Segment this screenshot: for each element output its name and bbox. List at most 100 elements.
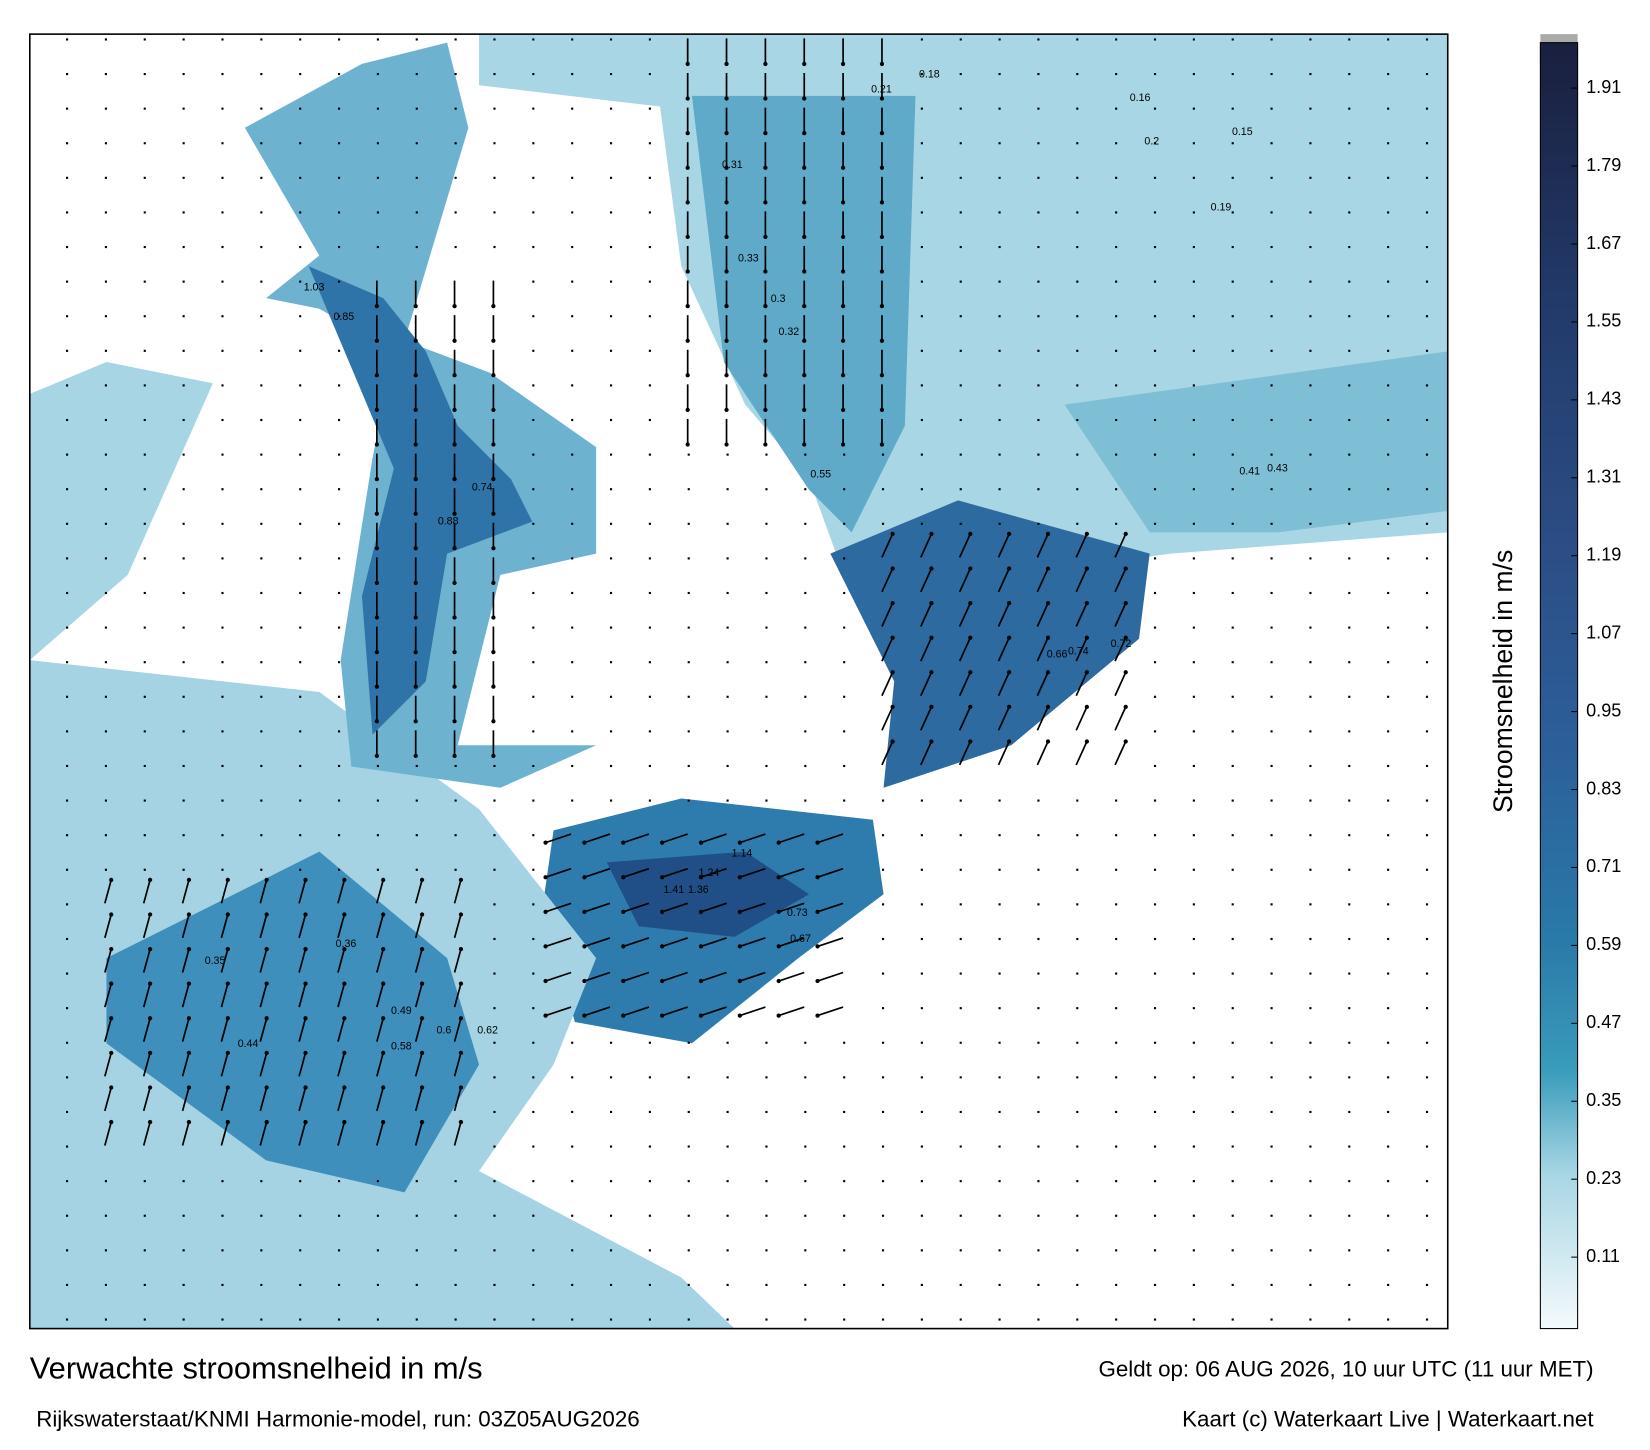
vector-dot <box>493 834 496 837</box>
vector-dot <box>1115 1110 1118 1114</box>
vector-dot <box>1425 557 1429 560</box>
vector-head <box>968 531 973 537</box>
vector-dot <box>1387 72 1390 76</box>
vector-dot <box>182 211 185 214</box>
vector-dot <box>337 38 341 41</box>
vector-head <box>685 442 690 447</box>
vector-arrow <box>414 1121 423 1146</box>
vector-dot <box>1270 107 1273 110</box>
vector-dot <box>648 211 651 214</box>
vector-dot <box>1309 661 1312 664</box>
vector-dot <box>337 1249 341 1252</box>
vector-dot <box>1192 730 1195 733</box>
vector-dot <box>1425 903 1429 906</box>
vector-head <box>491 338 496 343</box>
vector-dot <box>415 142 418 145</box>
vector-dot <box>1076 1076 1079 1079</box>
vector-head <box>225 877 230 883</box>
vector-dot <box>66 142 69 145</box>
vector-head <box>458 981 464 986</box>
vector-head <box>419 981 425 986</box>
vector-dot <box>1076 418 1079 422</box>
vector-dot <box>1270 1076 1273 1079</box>
vector-dot <box>1231 349 1234 352</box>
vector-head <box>840 96 846 101</box>
vector-head <box>1084 635 1089 640</box>
vector-dot <box>1231 695 1234 698</box>
vector-dot <box>881 1214 885 1217</box>
vector-dot <box>1192 626 1195 629</box>
colorbar-tick-label: 0.95 <box>1586 700 1621 720</box>
vector-dot <box>1231 626 1234 629</box>
vector-dot <box>687 626 690 629</box>
vector-head <box>815 1013 820 1018</box>
vector-dot <box>1309 176 1312 179</box>
vector-dot <box>998 72 1001 76</box>
vector-dot <box>1309 730 1312 733</box>
colorbar-tick-label: 0.83 <box>1586 778 1621 798</box>
vector-dot <box>726 1110 729 1114</box>
vector-dot <box>609 176 613 179</box>
vector-dot <box>687 1145 690 1148</box>
vector-dot <box>1231 38 1234 41</box>
vector-dot <box>1270 764 1273 768</box>
vector-dot <box>1348 868 1351 871</box>
vector-head <box>381 946 386 952</box>
vector-dot <box>1270 591 1273 595</box>
vector-dot <box>920 72 923 76</box>
vector-head <box>452 580 457 586</box>
vector-dot <box>1309 1145 1312 1148</box>
vector-arrow <box>259 879 268 904</box>
vector-arrow <box>623 902 650 913</box>
vector-dot <box>532 591 535 595</box>
vector-dot <box>959 176 962 179</box>
vector-dot <box>881 1249 885 1252</box>
vector-dot <box>66 245 69 249</box>
vector-dot <box>1153 142 1157 145</box>
vector-dot <box>532 903 535 906</box>
vector-dot <box>143 591 146 595</box>
vector-dot <box>143 730 146 733</box>
vector-dot <box>1387 1145 1390 1148</box>
vector-dot <box>66 1110 69 1114</box>
vector-dot <box>1231 1076 1234 1079</box>
vector-dot <box>1192 834 1195 837</box>
vector-head <box>109 1050 114 1055</box>
vector-dot <box>881 1318 885 1321</box>
vector-dot <box>726 591 729 595</box>
vector-dot <box>1270 522 1273 525</box>
vector-arrow <box>181 879 190 904</box>
vector-dot <box>959 1041 962 1044</box>
vector-dot <box>1076 245 1079 249</box>
vector-dot <box>66 834 69 837</box>
vector-head <box>186 981 192 986</box>
vector-dot <box>415 834 418 837</box>
vector-dot <box>1153 834 1157 837</box>
vector-dot <box>571 384 574 387</box>
vector-dot <box>609 591 613 595</box>
vector-dot <box>1037 1076 1040 1079</box>
vector-dot <box>337 280 341 283</box>
vector-dot <box>143 1249 146 1252</box>
vector-dot <box>843 1145 846 1148</box>
vector-dot <box>1153 764 1157 768</box>
vector-dot <box>1231 522 1234 525</box>
vector-dot <box>648 1145 651 1148</box>
vector-dot <box>1153 557 1157 560</box>
vector-dot <box>337 834 341 837</box>
vector-head <box>802 131 807 136</box>
colorbar <box>1539 42 1579 1330</box>
vector-dot <box>1270 834 1273 837</box>
vector-dot <box>454 1283 457 1286</box>
vector-head <box>685 407 690 413</box>
vector-head <box>419 1085 425 1090</box>
speed-label: 0.74 <box>472 481 493 493</box>
vector-dot <box>1387 107 1390 110</box>
vector-head <box>1084 566 1089 571</box>
vector-dot <box>1037 488 1040 491</box>
vector-head <box>147 981 153 986</box>
vector-head <box>737 944 742 949</box>
vector-dot <box>1309 107 1312 110</box>
vector-head <box>879 269 885 274</box>
vector-dot <box>648 349 651 352</box>
